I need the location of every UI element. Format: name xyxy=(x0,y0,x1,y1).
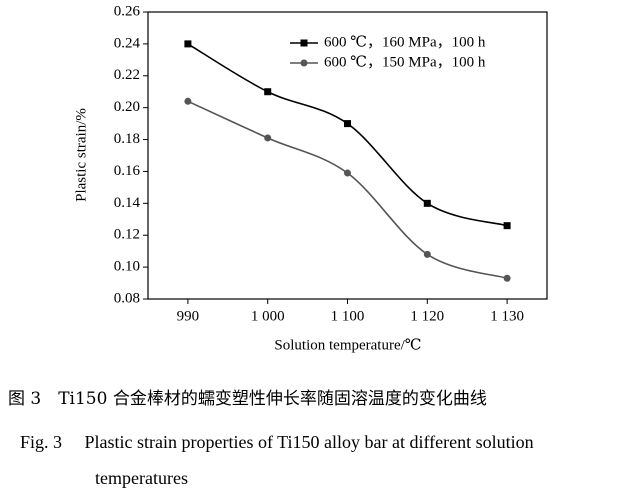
y-tick-label: 0.22 xyxy=(114,67,140,83)
line xyxy=(187,43,508,227)
line xyxy=(187,100,508,280)
legend-label: 600 ℃，160 MPa，100 h xyxy=(324,34,486,50)
marker xyxy=(344,120,351,128)
marker xyxy=(184,40,192,48)
y-tick-label: 0.26 xyxy=(114,3,141,19)
marker xyxy=(300,59,308,67)
marker xyxy=(344,169,351,177)
legend-label: 600 ℃，150 MPa，100 h xyxy=(324,54,486,70)
y-tick-label: 0.12 xyxy=(114,227,140,243)
caption-en: Fig. 3 Plastic strain properties of Ti15… xyxy=(20,432,534,488)
x-tick-label: 1 100 xyxy=(331,308,365,324)
marker xyxy=(264,88,272,96)
y-tick-label: 0.08 xyxy=(114,290,140,306)
y-tick-label: 0.14 xyxy=(114,195,141,211)
y-tick-label: 0.16 xyxy=(114,163,141,179)
y-tick-label: 0.18 xyxy=(114,131,140,147)
x-tick-label: 990 xyxy=(177,308,200,324)
x-tick-label: 1 130 xyxy=(490,308,524,324)
x-axis-title: Solution temperature/℃ xyxy=(274,337,421,353)
marker xyxy=(264,134,272,142)
marker xyxy=(423,199,431,207)
marker xyxy=(503,274,511,282)
marker xyxy=(423,250,431,258)
marker xyxy=(184,97,192,105)
y-tick-label: 0.24 xyxy=(114,35,141,51)
y-tick-label: 0.20 xyxy=(114,99,140,115)
x-tick-label: 1 120 xyxy=(410,308,444,324)
x-tick-label: 1 000 xyxy=(251,308,285,324)
chart: Plastic strain/% Solution temperature/℃ … xyxy=(73,3,548,353)
caption-cn: 图 3 Ti150 合金棒材的蠕变塑性伸长率随固溶温度的变化曲线 xyxy=(8,389,487,409)
y-tick-label: 0.10 xyxy=(114,259,140,275)
y-axis-title: Plastic strain/% xyxy=(73,108,89,202)
marker xyxy=(300,39,308,47)
marker xyxy=(503,222,511,230)
